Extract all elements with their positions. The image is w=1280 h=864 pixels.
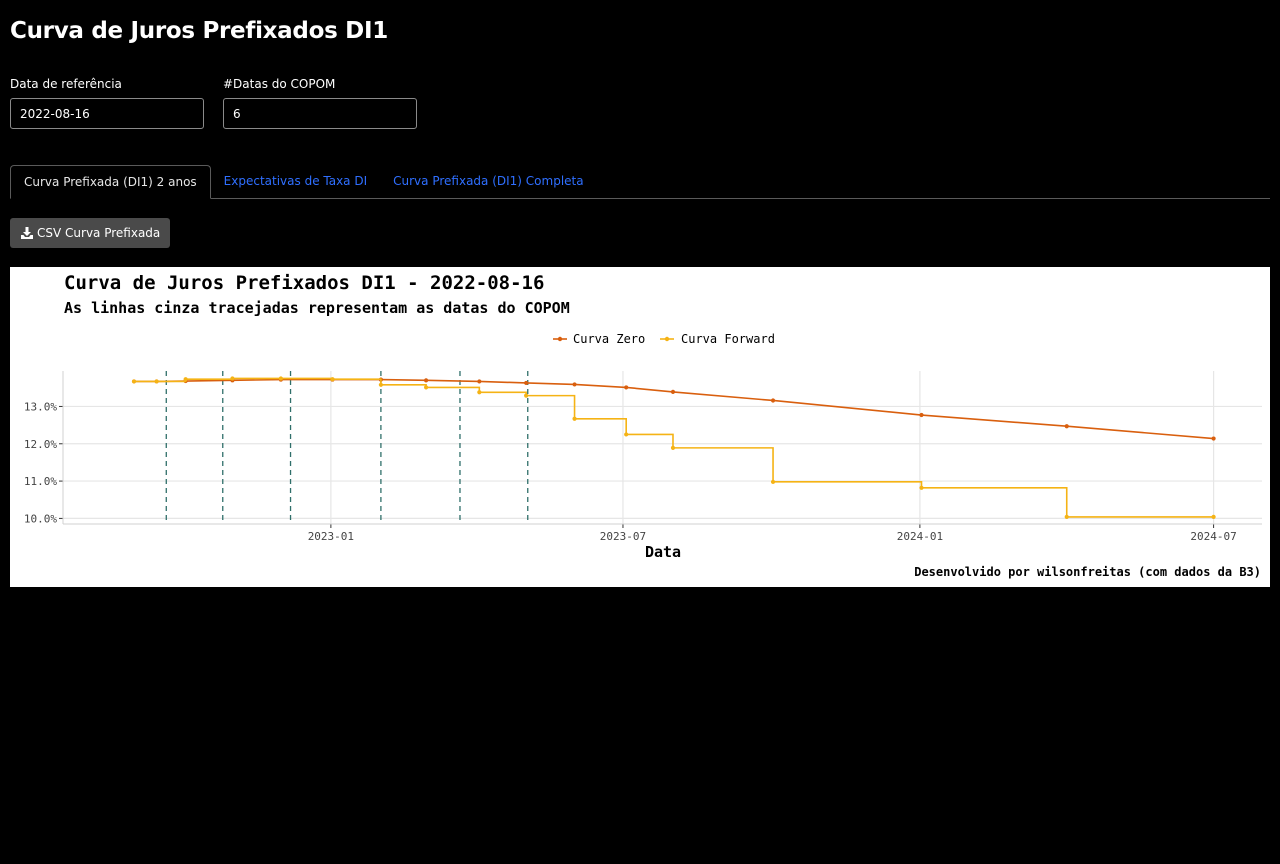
y-tick-label: 10.0%: [24, 512, 57, 525]
plot-series: [131, 376, 1216, 520]
legend-label-curva-forward: Curva Forward: [681, 332, 775, 346]
x-tick-label: 2023-01: [308, 530, 354, 543]
data-point-curva-zero: [1211, 436, 1216, 441]
data-point-curva-zero: [1064, 424, 1069, 429]
data-point-curva-forward: [770, 479, 776, 484]
x-tick-label: 2023-07: [600, 530, 646, 543]
plot-gridlines: [63, 371, 1262, 524]
csv-button-label: CSV Curva Prefixada: [37, 226, 161, 240]
reference-date-label: Data de referência: [10, 77, 122, 91]
copom-date-lines: [165, 371, 529, 524]
y-tick-label: 12.0%: [24, 438, 57, 451]
data-point-curva-forward: [230, 376, 235, 381]
yield-curve-chart: Curva de Juros Prefixados DI1 - 2022-08-…: [24, 272, 1262, 579]
data-point-curva-forward: [919, 485, 924, 490]
copom-dates-label: #Datas do COPOM: [223, 77, 336, 91]
x-axis-title: Data: [645, 543, 681, 561]
tab-curva-prefixada-2-anos[interactable]: Curva Prefixada (DI1) 2 anos: [10, 165, 211, 199]
tab-bar: Curva Prefixada (DI1) 2 anos Expectativa…: [10, 164, 1270, 199]
reference-date-input[interactable]: [10, 98, 204, 129]
y-tick-label: 13.0%: [24, 400, 57, 413]
data-point-curva-zero: [524, 380, 529, 386]
csv-download-button[interactable]: CSV Curva Prefixada: [10, 218, 171, 248]
tab-expectativas-taxa-di[interactable]: Expectativas de Taxa DI: [223, 174, 368, 188]
data-point-curva-forward: [183, 377, 188, 382]
data-point-curva-forward: [278, 376, 283, 381]
data-point-curva-forward: [378, 382, 384, 387]
data-point-curva-forward: [154, 379, 159, 384]
data-point-curva-zero: [423, 378, 429, 383]
chart-legend: Curva Zero Curva Forward: [553, 332, 775, 346]
data-point-curva-zero: [670, 389, 676, 394]
legend-key-curva-zero-dot: [557, 336, 563, 342]
copom-dates-input[interactable]: [223, 98, 417, 129]
data-point-curva-forward: [670, 445, 676, 450]
data-point-curva-forward: [1064, 514, 1069, 520]
copom-dates-field: #Datas do COPOM: [223, 77, 417, 129]
plot-axes: 10.0% 11.0% 12.0% 13.0% 2023-01 2023-07 2024-0…: [24, 371, 1262, 543]
series-line-curva-zero: [134, 378, 1214, 440]
tab-curva-prefixada-completa[interactable]: Curva Prefixada (DI1) Completa: [393, 174, 584, 188]
reference-date-field: Data de referência: [10, 77, 204, 129]
chart-caption: Desenvolvido por wilsonfreitas (com dado…: [914, 565, 1261, 579]
y-tick-label: 11.0%: [24, 475, 57, 488]
data-point-curva-forward: [330, 377, 335, 382]
legend-label-curva-zero: Curva Zero: [573, 332, 645, 346]
data-point-curva-zero: [477, 379, 482, 384]
chart-panel: Curva de Juros Prefixados DI1 - 2022-08-…: [10, 267, 1270, 587]
chart-title: Curva de Juros Prefixados DI1 - 2022-08-…: [64, 272, 544, 294]
data-point-curva-forward: [524, 393, 529, 398]
data-point-curva-forward: [572, 416, 577, 421]
data-point-curva-zero: [624, 385, 629, 390]
data-point-curva-zero: [919, 412, 924, 418]
legend-key-curva-forward-dot: [664, 336, 670, 342]
data-point-curva-zero: [770, 398, 776, 403]
data-point-curva-forward: [131, 379, 137, 384]
data-point-curva-forward: [477, 390, 482, 395]
page-title: Curva de Juros Prefixados DI1: [10, 18, 388, 44]
x-tick-label: 2024-07: [1190, 530, 1236, 543]
chart-subtitle: As linhas cinza tracejadas representam a…: [64, 299, 570, 317]
data-point-curva-zero: [572, 382, 577, 387]
data-point-curva-forward: [423, 385, 429, 390]
data-point-curva-forward: [1211, 514, 1216, 520]
data-point-curva-forward: [624, 432, 629, 437]
download-icon: [20, 226, 34, 240]
x-tick-label: 2024-01: [897, 530, 943, 543]
